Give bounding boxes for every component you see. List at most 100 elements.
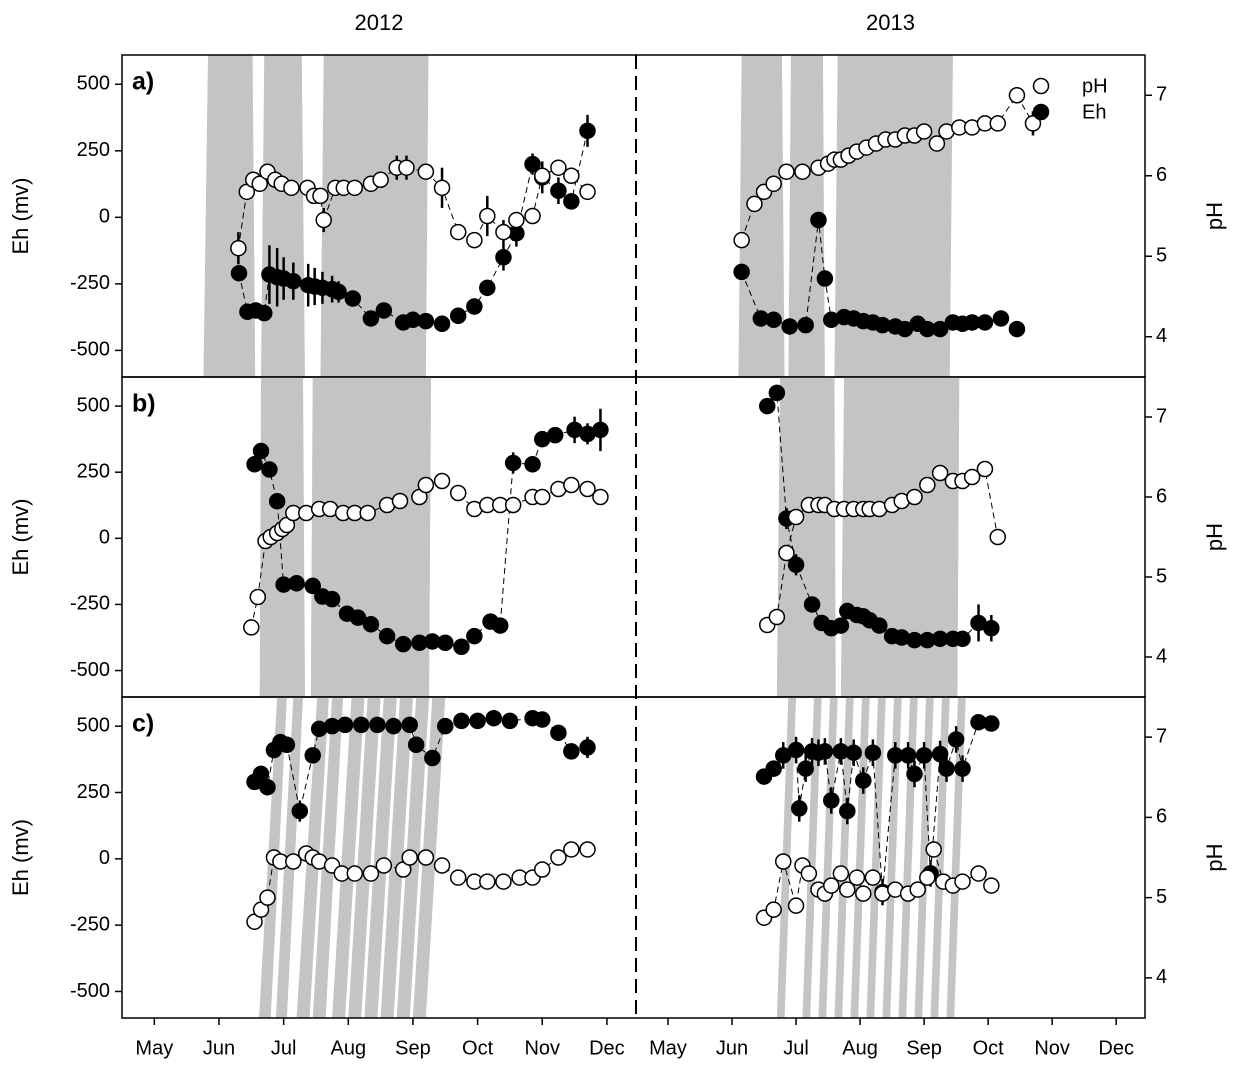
eh-point (259, 778, 276, 796)
eh-tick-label: -500 (70, 339, 110, 361)
ph-point (362, 865, 380, 882)
panel-frame (121, 696, 1146, 1019)
eh-axis-title: Eh (mv) (8, 819, 33, 896)
eh-point (304, 747, 321, 764)
ph-tick-label: 4 (1156, 645, 1167, 667)
panel-a-2012 (203, 55, 596, 377)
ph-point (550, 849, 567, 866)
eh-point (230, 264, 248, 282)
eh-point (810, 211, 827, 229)
eh-point (344, 290, 362, 307)
ph-point (787, 897, 805, 914)
eh-point (787, 556, 805, 574)
eh-tick-label: 250 (77, 139, 110, 161)
eh-point (453, 638, 470, 656)
ph-tick-label: 6 (1156, 164, 1167, 186)
flooded-period (738, 55, 785, 377)
ph-point (417, 476, 435, 494)
ph-point (398, 159, 415, 176)
eh-point (524, 155, 541, 173)
ph-point (346, 179, 364, 197)
eh-point (546, 426, 564, 444)
eh-tick-label: 250 (77, 781, 110, 803)
ph-point (915, 123, 933, 140)
ph-point (746, 195, 763, 213)
eh-point (915, 747, 933, 764)
ph-point (285, 853, 302, 870)
ph-point (787, 508, 805, 526)
eh-point (839, 802, 856, 820)
ph-point (283, 179, 300, 197)
month-label-oct: Oct (973, 1037, 1005, 1059)
ph-point (919, 869, 936, 886)
eh-point (252, 765, 270, 783)
eh-point (378, 627, 396, 645)
ph-point (504, 496, 522, 514)
year-label-2013: 2013 (866, 10, 915, 35)
panel-b-2013 (759, 377, 1006, 697)
eh-point (864, 744, 882, 761)
eh-point (437, 717, 454, 735)
flooded-period (914, 697, 934, 1018)
eh-point (469, 712, 486, 730)
ph-point (775, 853, 792, 870)
ph-point (479, 873, 496, 890)
eh-point (797, 760, 814, 777)
month-label-nov: Nov (1034, 1037, 1070, 1059)
eh-tick-label: -250 (70, 272, 110, 294)
ph-point (970, 865, 987, 882)
panel-label: a) (132, 68, 154, 96)
eh-tick-label: 250 (77, 460, 110, 482)
year-label-2012: 2012 (355, 10, 404, 35)
ph-point (449, 223, 467, 241)
eh-tick-label: -250 (70, 593, 110, 615)
ph-point (909, 881, 926, 898)
ph-point (919, 476, 936, 494)
eh-point (261, 461, 278, 478)
eh-point (255, 304, 273, 322)
eh-point (407, 736, 425, 754)
eh-point (768, 384, 786, 402)
ph-point (765, 175, 782, 193)
eh-point (285, 272, 302, 290)
month-label-jul: Jul (271, 1037, 297, 1059)
eh-point (906, 765, 923, 783)
ph-point (259, 889, 276, 906)
eh-point (947, 731, 965, 748)
ph-point (855, 885, 872, 902)
panel-a-2013 (733, 55, 1042, 377)
panel-c-2013 (755, 697, 1000, 1018)
eh-point (983, 619, 1000, 637)
ph-point (954, 873, 971, 890)
flooded-period (946, 697, 966, 1018)
eh-point (759, 397, 776, 415)
eh-point (592, 421, 609, 439)
eh-point (424, 749, 441, 767)
eh-point (352, 716, 370, 734)
panel-a: 500 250 0 -250 -500 7 6 5 4 Eh (mv) pH a) (8, 54, 1227, 378)
eh-point (330, 283, 347, 301)
eh-point (550, 724, 567, 742)
flooded-period (930, 697, 950, 1018)
ph-point (449, 869, 467, 886)
ph-point (989, 115, 1006, 132)
ph-point (433, 472, 451, 490)
ph-point (449, 484, 467, 502)
ph-point (976, 460, 994, 478)
ph-point (778, 163, 795, 180)
flooded-period (788, 55, 825, 377)
eh-point (983, 715, 1000, 732)
ph-point (372, 171, 389, 189)
legend-ph-marker (1032, 77, 1050, 95)
ph-point (800, 865, 818, 882)
ph-point (524, 207, 541, 225)
eh-point (453, 712, 470, 730)
ph-tick-label: 6 (1156, 485, 1167, 507)
flooded-period (802, 697, 822, 1018)
eh-point (504, 454, 522, 472)
eh-point (787, 741, 805, 759)
ph-point (359, 504, 376, 522)
eh-point (501, 712, 519, 730)
eh-point (803, 596, 821, 613)
eh-point (491, 617, 509, 634)
